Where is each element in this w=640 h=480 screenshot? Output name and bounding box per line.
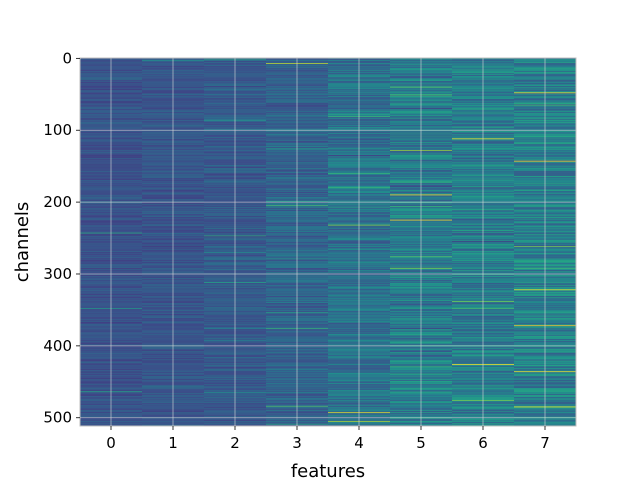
x-tick-label-2: 2 — [230, 434, 240, 452]
plot-area — [79, 57, 577, 427]
y-tick-label-200: 200 — [43, 193, 72, 211]
heatmap-columns — [80, 58, 577, 427]
x-tick-label-6: 6 — [478, 434, 488, 452]
x-tick-label-7: 7 — [540, 434, 550, 452]
x-tick-label-1: 1 — [168, 434, 178, 452]
x-axis-ticks: 0 1 2 3 4 5 6 7 — [106, 426, 550, 452]
y-tick-label-300: 300 — [43, 265, 72, 283]
y-tick-label-500: 500 — [43, 409, 72, 427]
x-tick-label-5: 5 — [416, 434, 426, 452]
x-tick-label-4: 4 — [354, 434, 364, 452]
y-tick-label-0: 0 — [62, 49, 72, 67]
y-tick-label-400: 400 — [43, 337, 72, 355]
y-tick-label-100: 100 — [43, 121, 72, 139]
grid-lines — [80, 58, 576, 426]
plot-frame — [79, 57, 577, 427]
x-tick-label-3: 3 — [292, 434, 302, 452]
x-axis-label: features — [291, 461, 365, 480]
x-tick-label-0: 0 — [106, 434, 116, 452]
y-axis-label: channels — [12, 202, 33, 283]
y-axis-ticks: 0 100 200 300 400 500 — [43, 49, 80, 427]
